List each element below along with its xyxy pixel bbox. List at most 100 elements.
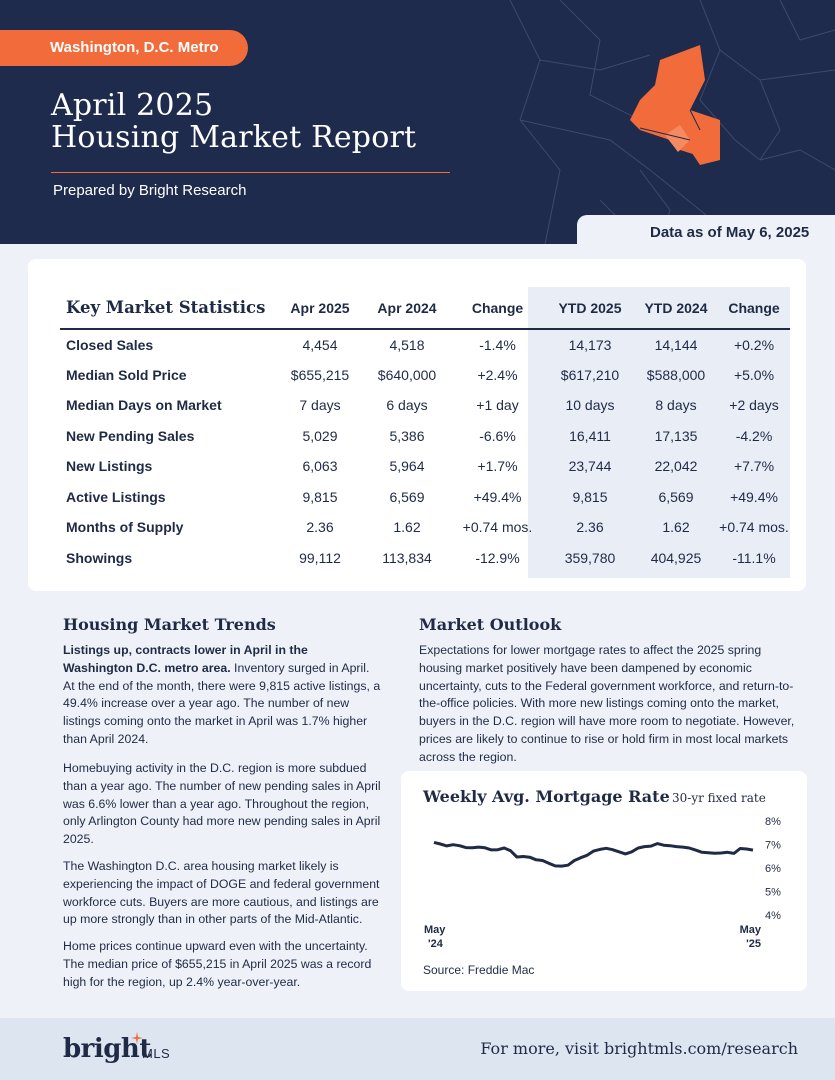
trends-paragraph-3: The Washington D.C. area housing market … [63, 859, 380, 927]
table-cell: $655,215 [290, 366, 350, 383]
table-cell: 6,569 [658, 488, 694, 505]
report-header: Washington, D.C. Metro April 2025 Housin… [0, 0, 835, 244]
chart-title: Weekly Avg. Mortgage Rate [423, 787, 670, 806]
stats-table: Key Market Statistics Apr 2025 Apr 2024 … [60, 287, 790, 573]
mortgage-rate-line [433, 840, 754, 868]
report-title-line2: Housing Market Report [51, 120, 417, 155]
table-cell: +0.2% [733, 336, 775, 353]
table-row: Showings 99,112 113,834 -12.9% 359,780 404,92… [60, 543, 790, 574]
table-cell: 6,063 [302, 458, 338, 475]
table-cell: -1.4% [479, 336, 516, 353]
table-cell: 6 days [386, 397, 428, 414]
table-cell: 404,925 [650, 549, 702, 566]
table-cell: +2.4% [477, 366, 518, 383]
row-label: Closed Sales [66, 336, 154, 353]
region-badge: Washington, D.C. Metro [0, 30, 248, 66]
table-cell: 8 days [655, 397, 697, 414]
table-cell: 99,112 [299, 549, 341, 566]
x-tick-label: '25 [746, 938, 761, 950]
table-row: Active Listings 9,815 6,569 +49.4% 9,815 6,56… [60, 482, 790, 513]
table-cell: 14,173 [568, 336, 612, 353]
outlook-paragraph: Expectations for lower mortgage rates to… [419, 643, 795, 764]
trends-title: Housing Market Trends [63, 615, 276, 634]
table-cell: 6,569 [389, 488, 425, 505]
table-row: Closed Sales 4,454 4,518 -1.4% 14,173 14,144 +… [60, 329, 790, 360]
report-title-line1: April 2025 [51, 88, 214, 123]
table-cell: 1.62 [662, 519, 690, 536]
chart-subtitle: 30-yr fixed rate [672, 791, 766, 805]
table-cell: +0.74 mos. [719, 519, 789, 536]
mortgage-rate-chart-card: Weekly Avg. Mortgage Rate 30-yr fixed ra… [401, 771, 807, 991]
table-cell: -4.2% [735, 427, 773, 444]
table-cell: +49.4% [473, 488, 522, 505]
table-cell: -6.6% [479, 427, 516, 444]
table-cell: 9,815 [572, 488, 608, 505]
table-row: Median Days on Market 7 days 6 days +1 day 1… [60, 390, 790, 421]
table-cell: +7.7% [733, 458, 775, 475]
row-label: Median Sold Price [66, 366, 187, 383]
table-cell: 2.36 [306, 519, 334, 536]
row-label: New Pending Sales [66, 427, 195, 444]
table-cell: -12.9% [475, 549, 520, 566]
table-cell: 17,135 [654, 427, 698, 444]
table-cell: 10 days [565, 397, 615, 414]
table-row: New Pending Sales 5,029 5,386 -6.6% 16,411 17… [60, 421, 790, 452]
row-label: Active Listings [66, 488, 166, 505]
research-link[interactable]: For more, visit brightmls.com/research [480, 1039, 798, 1058]
ytd-column-shade [528, 287, 790, 578]
stats-title: Key Market Statistics [60, 287, 275, 330]
table-cell: +0.74 mos. [462, 519, 533, 536]
table-cell: 22,042 [654, 458, 698, 475]
trends-paragraph-4: Home prices continue upward even with th… [63, 939, 372, 989]
table-cell: +2 days [729, 397, 779, 414]
table-row: Months of Supply 2.36 1.62 +0.74 mos. 2.36 1.… [60, 512, 790, 543]
table-cell: +49.4% [730, 488, 778, 505]
key-market-statistics-card: Key Market Statistics Apr 2025 Apr 2024 … [28, 259, 806, 591]
row-label: Showings [66, 549, 133, 566]
y-tick-label: 7% [765, 840, 781, 852]
table-cell: 113,834 [382, 549, 432, 566]
table-cell: 5,964 [389, 458, 425, 475]
table-cell: -11.1% [732, 549, 776, 566]
col-header: YTD 2025 [546, 287, 634, 330]
table-cell: +1 day [476, 397, 519, 414]
table-cell: 16,411 [569, 427, 611, 444]
col-header: Change [718, 287, 790, 330]
table-cell: $640,000 [377, 366, 437, 383]
row-label: Months of Supply [66, 519, 184, 536]
table-cell: 23,744 [568, 458, 612, 475]
col-header: Change [449, 287, 546, 330]
trends-paragraph-1: Listings up, contracts lower in April in… [63, 642, 381, 749]
row-label: Median Days on Market [66, 397, 222, 414]
outlook-title: Market Outlook [419, 615, 562, 634]
col-header: Apr 2024 [365, 287, 449, 330]
table-cell: 14,144 [654, 336, 698, 353]
row-label: New Listings [66, 458, 153, 475]
region-map-icon [509, 0, 835, 244]
table-row: Median Sold Price $655,215 $640,000 +2.4% $6… [60, 360, 790, 391]
x-tick-label: May [740, 924, 762, 936]
trends-lead: Listings up, contracts lower in April in… [63, 643, 308, 675]
table-cell: $617,210 [560, 366, 620, 383]
spark-icon [131, 1032, 143, 1044]
data-date: Data as of May 6, 2025 [577, 215, 835, 251]
table-cell: +5.0% [733, 366, 775, 383]
table-cell: 7 days [299, 397, 341, 414]
table-cell: +1.7% [477, 458, 518, 475]
footer: bright MLS For more, visit brightmls.com… [0, 1018, 835, 1080]
table-cell: 5,386 [389, 427, 425, 444]
table-cell: 1.62 [393, 519, 421, 536]
table-row: New Listings 6,063 5,964 +1.7% 23,744 22,042 +… [60, 451, 790, 482]
mortgage-rate-chart: 4% 5% 6% 7% 8% May '24 May '25 [424, 816, 781, 950]
table-cell: 2.36 [576, 519, 604, 536]
table-cell: 5,029 [302, 427, 338, 444]
col-header: Apr 2025 [275, 287, 365, 330]
trends-p1-text: Inventory surged in April. At the end of… [63, 660, 381, 746]
header-divider [51, 172, 450, 173]
y-tick-label: 5% [765, 887, 781, 899]
mls-logo-text: MLS [142, 1046, 171, 1061]
table-cell: 359,780 [564, 549, 616, 566]
table-cell: $588,000 [646, 366, 706, 383]
table-cell: 4,454 [302, 336, 338, 353]
x-tick-label: May [424, 924, 446, 936]
